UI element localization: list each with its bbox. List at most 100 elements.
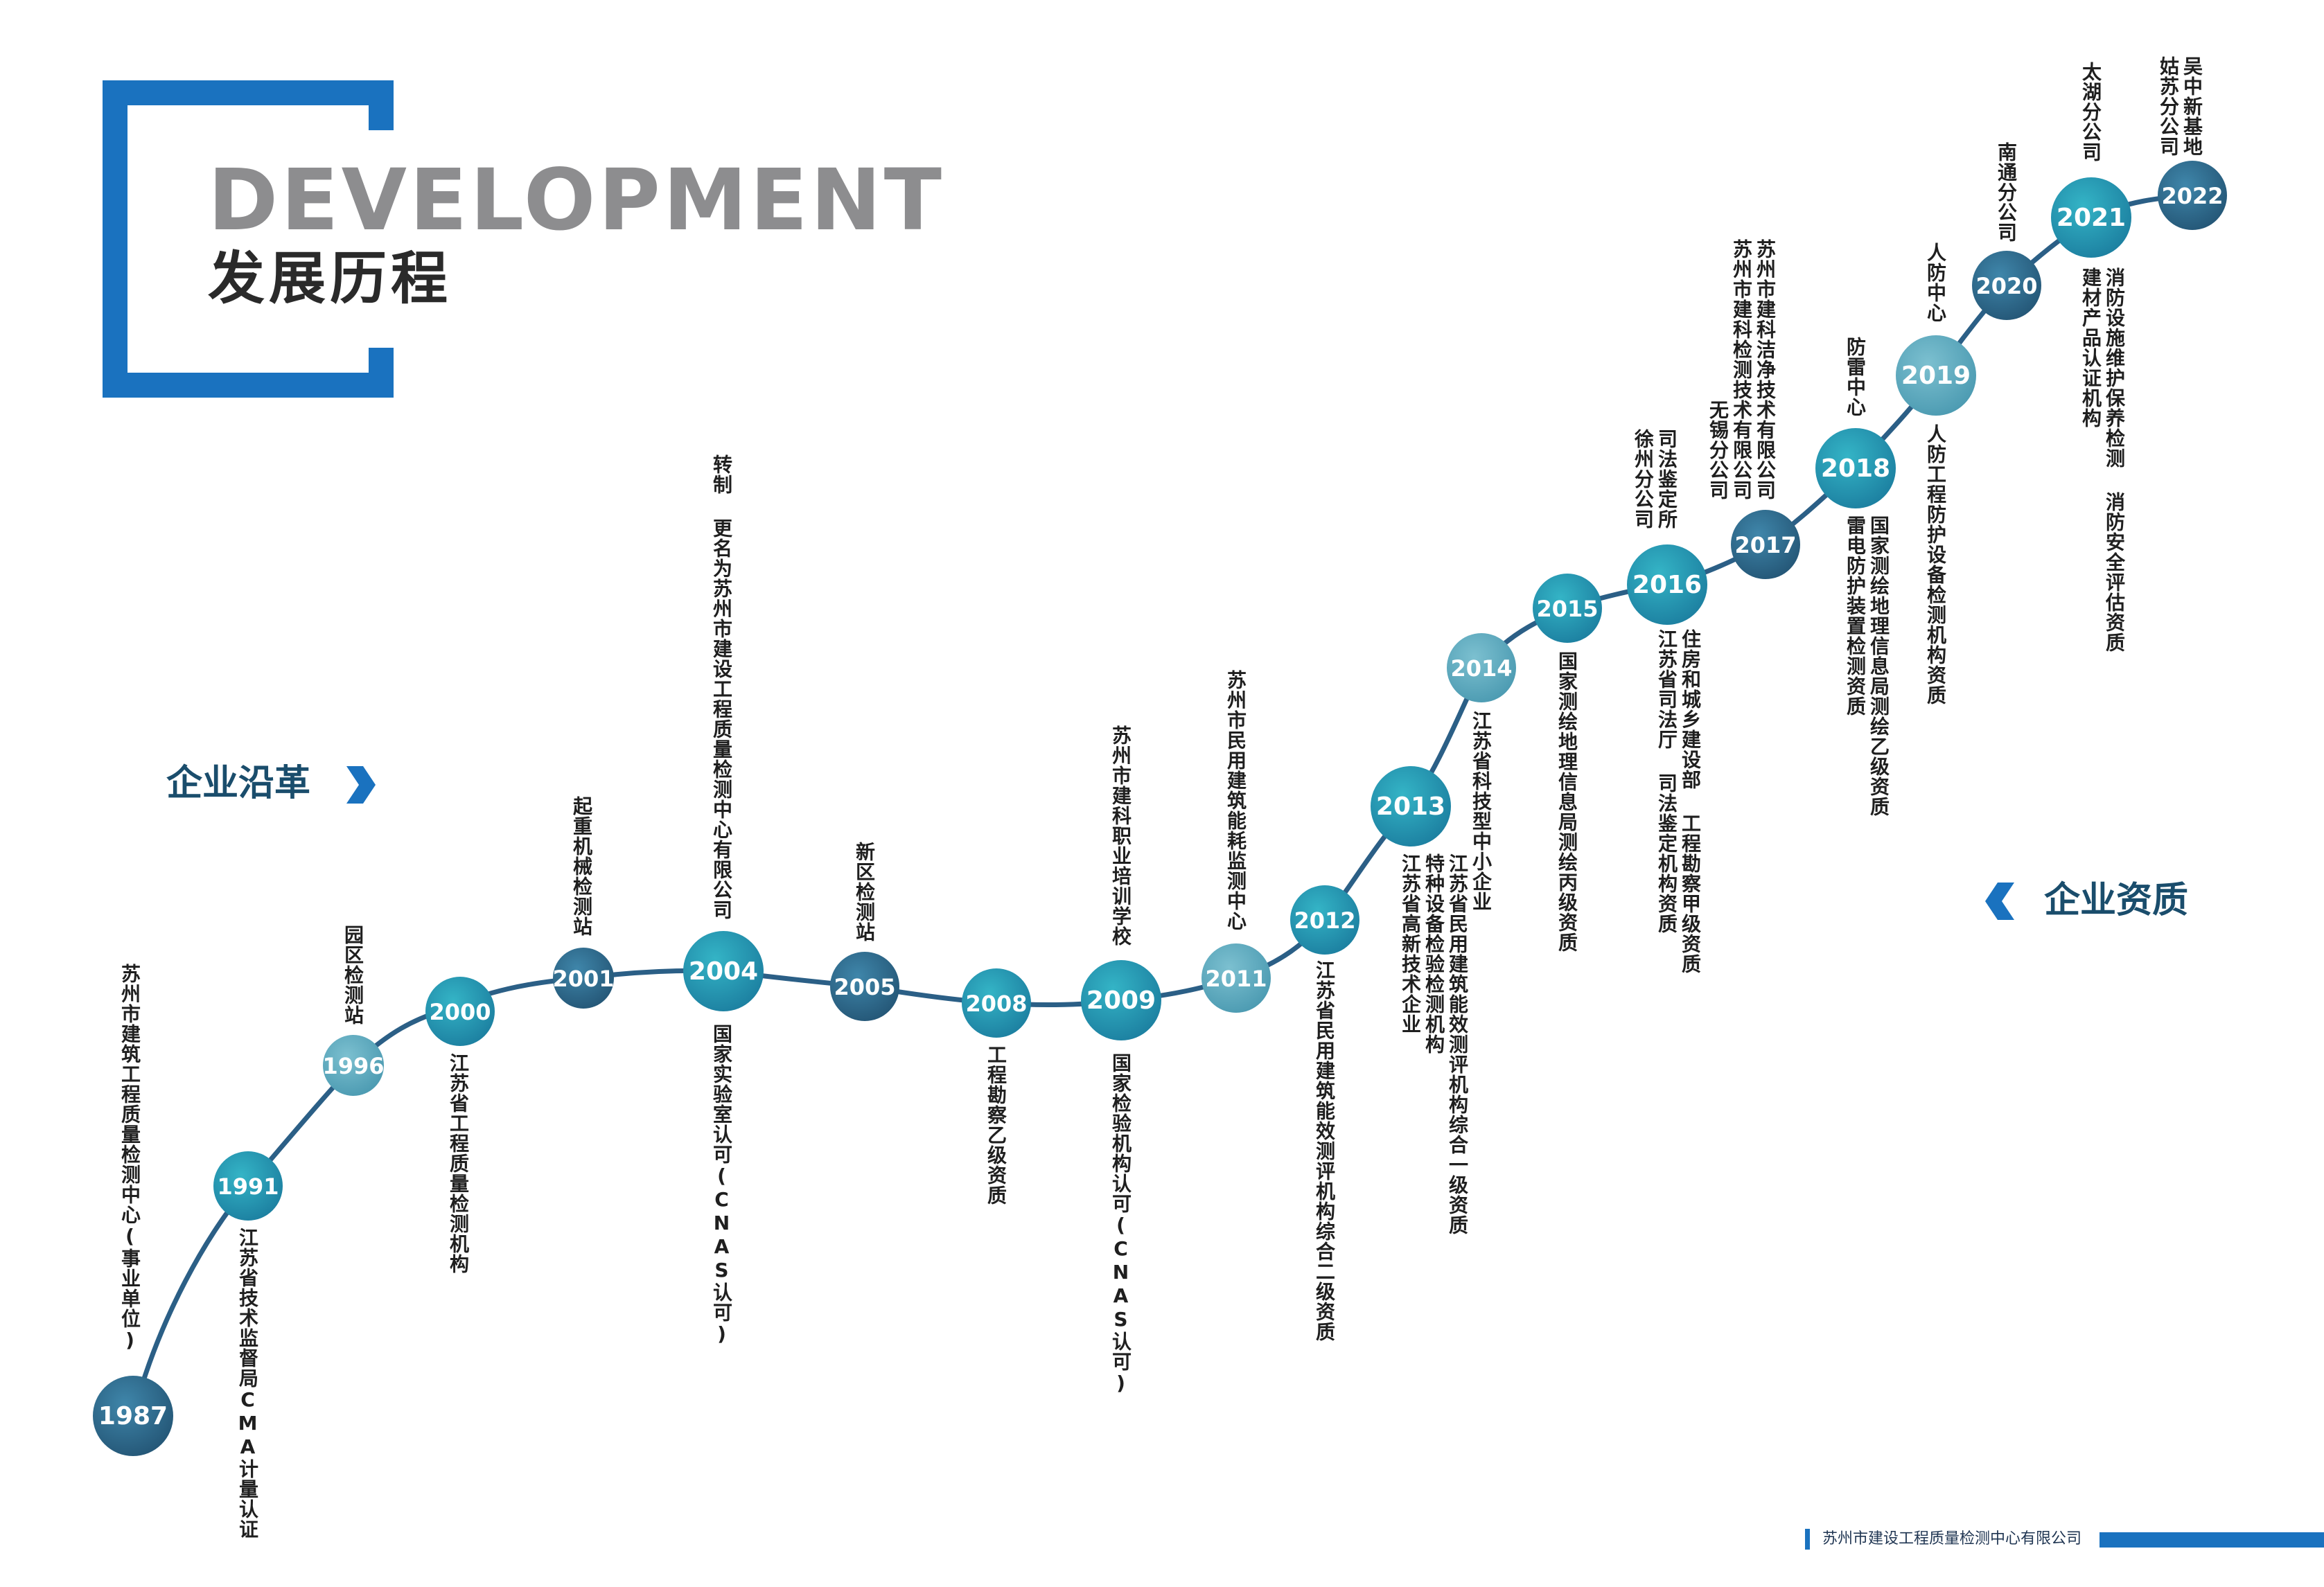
milestone-below-2018: 国家测绘地理信息局测绘乙级资质 — [1867, 515, 1890, 817]
year-label: 2001 — [552, 966, 614, 992]
year-label: 2013 — [1376, 792, 1445, 821]
year-node-circle — [323, 1035, 384, 1096]
year-node-circle — [1371, 766, 1451, 846]
year-node-circle — [1290, 885, 1359, 955]
timeline-node-2017: 2017 — [1731, 510, 1800, 579]
milestone-below-2004: 国家实验室认可(CNAS认可) — [710, 1024, 733, 1346]
year-label: 2005 — [834, 974, 895, 1000]
year-label: 2015 — [1536, 596, 1598, 622]
year-node-circle — [1533, 574, 1602, 643]
year-label: 2022 — [2161, 183, 2223, 209]
year-label: 2008 — [965, 991, 1027, 1017]
timeline-node-2011: 2011 — [1201, 943, 1271, 1013]
milestone-below-2014: 江苏省科技型中小企业 — [1470, 711, 1493, 912]
milestone-below-2012: 江苏省民用建筑能效测评机构综合二级资质 — [1313, 960, 1336, 1342]
milestone-above-2020: 南通分公司 — [1995, 142, 2018, 242]
title-frame-top — [103, 80, 394, 105]
milestone-above-1996: 园区检测站 — [342, 925, 364, 1025]
milestone-below-2021: 建材产品认证机构 — [2079, 267, 2102, 428]
year-node-circle — [1972, 251, 2041, 320]
milestone-above-2011: 苏州市民用建筑能耗监测中心 — [1224, 670, 1247, 931]
year-node-circle — [1447, 633, 1516, 702]
year-node-circle — [553, 948, 614, 1009]
year-label: 2019 — [1901, 362, 1971, 390]
timeline-node-2001: 2001 — [552, 948, 615, 1009]
section-label-history: 企业沿革 — [166, 763, 311, 804]
chevron-left-icon — [1985, 883, 2014, 920]
year-label: 1996 — [322, 1053, 384, 1079]
timeline-node-2008: 2008 — [962, 968, 1031, 1038]
timeline-node-2020: 2020 — [1972, 251, 2041, 320]
timeline-node-2005: 2005 — [830, 952, 899, 1021]
milestone-above-2016: 司法鉴定所 — [1655, 429, 1678, 529]
footer-bar-left — [1805, 1529, 1810, 1550]
footer-company-name: 苏州市建设工程质量检测中心有限公司 — [1822, 1530, 2082, 1548]
year-node-circle — [1896, 335, 1976, 416]
milestone-above-2019: 人防中心 — [1924, 242, 1947, 323]
timeline-node-2019: 2019 — [1896, 335, 1976, 416]
year-node-circle — [93, 1376, 173, 1456]
chevron-right-icon — [346, 766, 376, 804]
milestone-above-2009: 苏州市建科职业培训学校 — [1109, 725, 1132, 946]
milestone-above-2001: 起重机械检测站 — [570, 796, 593, 937]
title-frame-bottom — [103, 373, 394, 398]
year-node-circle — [1201, 943, 1271, 1013]
milestone-below-2013: 江苏省民用建筑能效测评机构综合一级资质 — [1446, 853, 1469, 1235]
year-node-circle — [425, 977, 495, 1046]
timeline-node-2004: 2004 — [683, 931, 764, 1011]
year-label: 2021 — [2057, 204, 2126, 232]
year-node-circle — [1731, 510, 1800, 579]
year-node-circle — [213, 1151, 283, 1221]
year-node-circle — [962, 968, 1031, 1038]
footer-bar-right — [2099, 1532, 2324, 1548]
timeline-node-2014: 2014 — [1447, 633, 1516, 702]
timeline-node-2009: 2009 — [1081, 960, 1161, 1040]
timeline-node-2022: 2022 — [2158, 161, 2227, 230]
year-node-circle — [1627, 544, 1707, 625]
section-label-qualification: 企业资质 — [2044, 880, 2189, 921]
milestone-above-2018: 防雷中心 — [1844, 337, 1867, 417]
year-label: 2012 — [1294, 907, 1355, 934]
year-node-circle — [1815, 428, 1896, 508]
milestone-below-2015: 国家测绘地理信息局测绘丙级资质 — [1556, 651, 1578, 952]
year-label: 2000 — [429, 999, 491, 1025]
page-title-en: DEVELOPMENT — [208, 151, 944, 249]
timeline-node-2000: 2000 — [425, 977, 495, 1046]
milestone-below-2008: 工程勘察乙级资质 — [985, 1045, 1007, 1205]
year-label: 1987 — [98, 1402, 168, 1430]
timeline-node-2021: 2021 — [2051, 177, 2131, 258]
year-label: 2016 — [1632, 571, 1702, 599]
timeline-node-1991: 1991 — [213, 1151, 283, 1221]
milestone-above-2017: 苏州市建科检测技术有限公司 — [1730, 239, 1753, 500]
year-node-circle — [2051, 177, 2131, 258]
milestone-below-2021: 消防设施维护保养检测 消防安全评估资质 — [2103, 267, 2126, 653]
year-node-circle — [2158, 161, 2227, 230]
milestone-above-2005: 新区检测站 — [853, 842, 876, 942]
milestone-below-2016: 江苏省司法厅 司法鉴定机构资质 — [1655, 629, 1678, 934]
title-frame-br-stub — [369, 348, 394, 398]
milestone-above-2004: 转制 更名为苏州市建设工程质量检测中心有限公司 — [710, 454, 733, 920]
milestone-above-1987: 苏州市建筑工程质量检测中心(事业单位) — [118, 964, 141, 1352]
milestone-below-2018: 雷电防护装置检测资质 — [1844, 515, 1867, 716]
milestone-above-2017: 苏州市建科洁净技术有限公司 — [1754, 239, 1777, 500]
year-label: 1991 — [217, 1173, 279, 1200]
milestone-below-2000: 江苏省工程质量检测机构 — [447, 1053, 470, 1274]
year-node-circle — [683, 931, 764, 1011]
milestone-above-2017: 无锡分公司 — [1707, 400, 1729, 500]
milestone-above-2022: 姑苏分公司 — [2157, 56, 2180, 157]
timeline-node-2015: 2015 — [1533, 574, 1602, 643]
year-label: 2018 — [1821, 454, 1890, 483]
milestone-below-2013: 江苏省高新技术企业 — [1399, 853, 1422, 1034]
timeline-node-1987: 1987 — [93, 1376, 173, 1456]
title-frame-left — [103, 80, 127, 398]
year-label: 2004 — [689, 957, 758, 986]
milestone-below-2009: 国家检验机构认可(CNAS认可) — [1109, 1053, 1132, 1395]
timeline-node-2013: 2013 — [1371, 766, 1451, 846]
milestone-above-2022: 吴中新基地 — [2181, 56, 2203, 157]
year-label: 2011 — [1205, 966, 1267, 992]
year-label: 2017 — [1734, 532, 1796, 558]
year-label: 2009 — [1086, 986, 1156, 1015]
timeline-node-2018: 2018 — [1815, 428, 1896, 508]
